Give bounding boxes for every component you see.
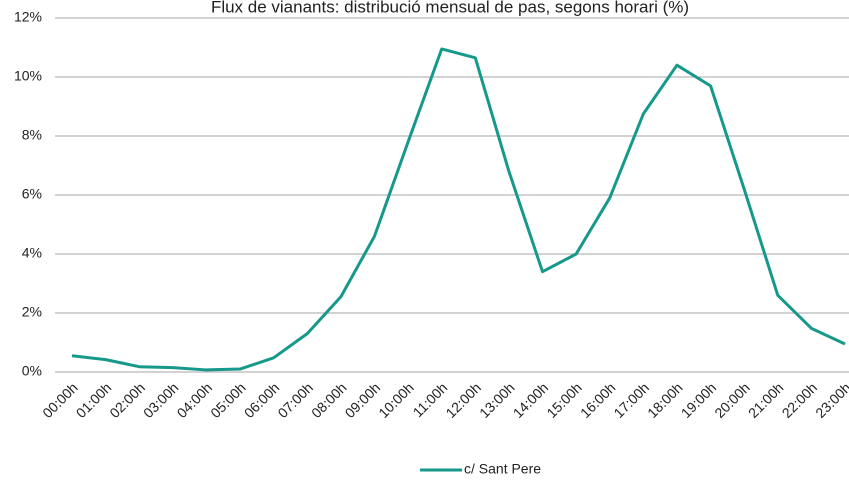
x-tick-label: 03:00h [140,379,182,421]
x-tick-label: 08:00h [308,379,350,421]
x-tick-label: 19:00h [678,379,720,421]
x-tick-label: 04:00h [174,379,216,421]
x-tick-label: 14:00h [510,379,552,421]
x-tick-label: 13:00h [476,379,518,421]
y-tick-label: 12% [14,9,42,25]
x-tick-label: 00:00h [39,379,81,421]
x-tick-label: 05:00h [207,379,249,421]
x-tick-label: 17:00h [610,379,652,421]
x-tick-label: 15:00h [543,379,585,421]
y-tick-label: 4% [22,245,42,261]
y-tick-label: 8% [22,127,42,143]
x-tick-label: 02:00h [106,379,148,421]
x-tick-label: 01:00h [73,379,115,421]
x-tick-label: 09:00h [342,379,384,421]
x-tick-label: 21:00h [745,379,787,421]
y-tick-label: 10% [14,68,42,84]
chart-title: Flux de vianants: distribució mensual de… [211,0,689,16]
data-line [71,47,846,372]
legend-label: c/ Sant Pere [464,461,541,477]
x-tick-label: 23:00h [812,379,849,421]
y-tick-label: 2% [22,304,42,320]
y-tick-label: 6% [22,186,42,202]
x-tick-label: 07:00h [274,379,316,421]
x-tick-label: 10:00h [375,379,417,421]
x-tick-label: 22:00h [779,379,821,421]
x-tick-label: 11:00h [410,379,451,420]
x-tick-label: 18:00h [644,379,686,421]
x-tick-label: 12:00h [442,379,484,421]
y-tick-label: 0% [22,363,42,379]
x-tick-label: 20:00h [711,379,753,421]
x-tick-label: 06:00h [241,379,283,421]
x-tick-label: 16:00h [577,379,619,421]
